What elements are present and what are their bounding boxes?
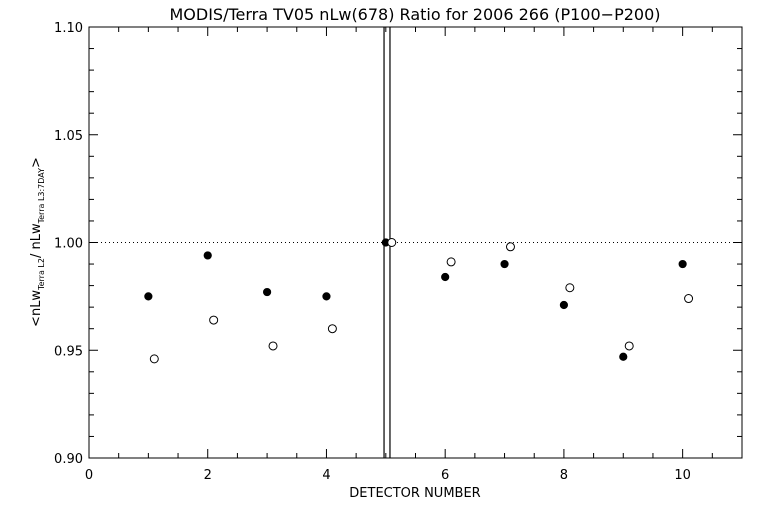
open-point (149, 354, 159, 364)
filled-point (678, 259, 687, 269)
y-tick-label: 0.90 (54, 452, 83, 467)
filled-point (500, 259, 509, 269)
filled-point (203, 251, 212, 260)
y-axis-label-open: <nLw (29, 290, 44, 327)
y-axis-label-sub1: Terra L2 (37, 258, 46, 291)
x-tick-label: 8 (560, 468, 568, 483)
reference-lines (89, 27, 742, 458)
y-axis-label-mid: / nLw (29, 223, 44, 258)
y-tick-label: 1.10 (54, 21, 83, 36)
y-tick-label: 0.95 (54, 344, 83, 359)
x-tick-label: 2 (204, 468, 212, 483)
filled-point (144, 292, 153, 301)
filled-point (322, 292, 331, 301)
open-point (209, 315, 219, 325)
y-axis-label-close: > (29, 157, 44, 168)
x-tick-label: 10 (674, 468, 691, 483)
y-tick-label: 1.05 (54, 129, 83, 144)
open-point (268, 341, 278, 351)
y-axis-tick-labels: 0.90 0.95 1.00 1.05 1.10 (54, 21, 83, 467)
filled-point (441, 272, 450, 282)
y-axis-label: <nLwTerra L2/ nLwTerra L3:7DAY> (29, 157, 46, 327)
x-tick-label: 6 (441, 468, 449, 483)
plot-frame (88, 26, 743, 459)
open-point (565, 283, 575, 293)
filled-point (619, 352, 628, 361)
x-axis-tick-labels: 0 2 4 6 8 10 (85, 468, 691, 483)
data-points (144, 238, 694, 364)
y-tick-label: 1.00 (54, 237, 83, 252)
x-tick-label: 4 (322, 468, 330, 483)
axis-ticks (88, 26, 743, 459)
open-point (684, 294, 694, 304)
x-axis-label: DETECTOR NUMBER (349, 486, 480, 501)
open-point (327, 324, 337, 334)
open-point (624, 341, 634, 351)
open-point (387, 238, 397, 247)
open-point (446, 257, 456, 267)
chart-title: MODIS/Terra TV05 nLw(678) Ratio for 2006… (169, 5, 660, 24)
x-tick-label: 0 (85, 468, 93, 483)
filled-point (559, 300, 569, 310)
filled-point (262, 287, 272, 297)
y-axis-label-sub2: Terra L3:7DAY (37, 168, 46, 225)
open-point (505, 242, 515, 252)
